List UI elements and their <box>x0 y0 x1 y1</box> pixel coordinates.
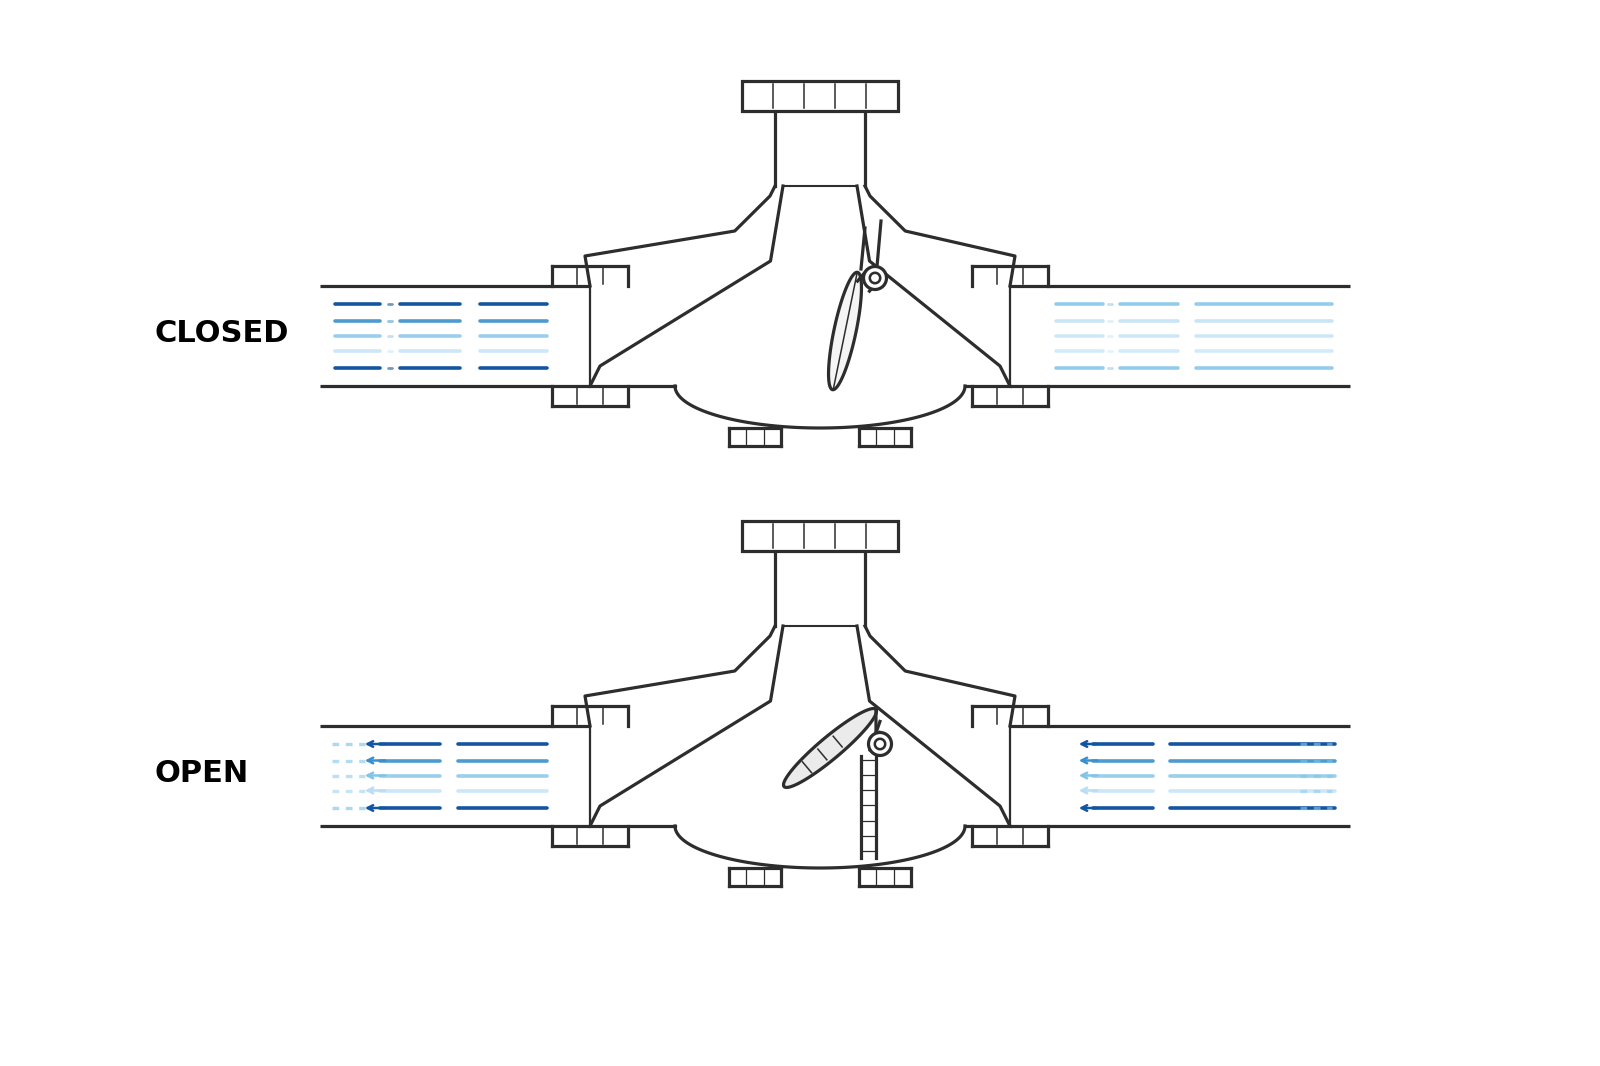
Text: CLOSED: CLOSED <box>155 319 290 348</box>
Text: OPEN: OPEN <box>155 759 250 788</box>
Bar <box>742 521 898 551</box>
Bar <box>742 81 898 111</box>
Circle shape <box>870 273 880 284</box>
Circle shape <box>875 739 885 749</box>
Polygon shape <box>784 709 877 788</box>
Polygon shape <box>829 272 861 390</box>
Circle shape <box>869 732 891 756</box>
Circle shape <box>864 266 886 290</box>
